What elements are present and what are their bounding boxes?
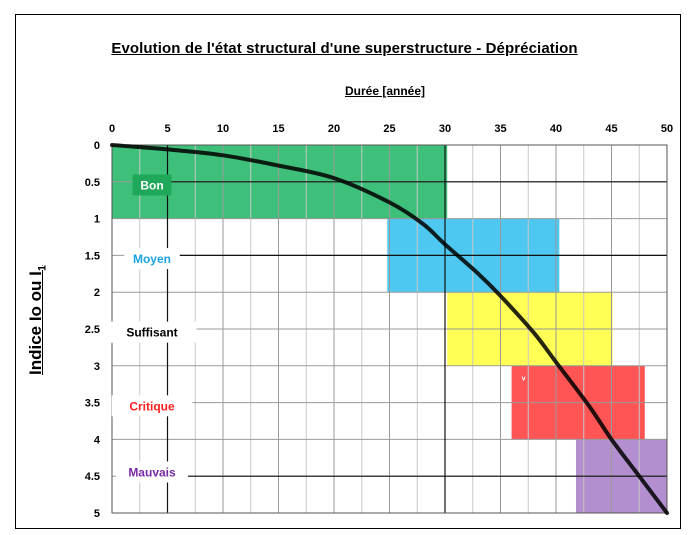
zone-label: Moyen bbox=[133, 252, 171, 266]
x-tick-label: 45 bbox=[605, 123, 617, 135]
zone-label-background bbox=[124, 248, 180, 270]
y-tick-label: 5 bbox=[94, 508, 100, 520]
annotation-label: v bbox=[522, 376, 526, 383]
zone-label-group: Critique bbox=[111, 395, 193, 417]
zone-label-group: Moyen bbox=[124, 248, 180, 270]
zone-label-group: Suffisant bbox=[107, 321, 197, 343]
x-tick-label: 35 bbox=[494, 123, 506, 135]
zone-label-group: Mauvais bbox=[115, 461, 189, 483]
x-tick-label: 0 bbox=[109, 123, 115, 135]
x-tick-label: 15 bbox=[272, 123, 284, 135]
zone-label-background bbox=[107, 321, 197, 343]
x-tick-label: 10 bbox=[217, 123, 229, 135]
x-axis-title: Durée [année] bbox=[344, 84, 426, 98]
y-tick-label: 3.5 bbox=[85, 398, 100, 410]
y-tick-label: 0 bbox=[94, 140, 100, 152]
zone-label-background bbox=[111, 395, 193, 417]
zone-label: Bon bbox=[140, 178, 163, 192]
y-tick-label: 1 bbox=[94, 214, 100, 226]
y-tick-label: 4.5 bbox=[85, 471, 100, 483]
x-tick-label: 50 bbox=[661, 123, 673, 135]
zone-label-background bbox=[115, 461, 189, 483]
y-tick-label: 4 bbox=[94, 434, 101, 446]
zone-label-background bbox=[132, 174, 172, 196]
zone-label: Critique bbox=[129, 399, 175, 413]
zone-label-group: Bon bbox=[132, 174, 172, 196]
chart-frame bbox=[15, 14, 681, 529]
series-line bbox=[110, 143, 669, 515]
x-tick-label: 30 bbox=[439, 123, 451, 135]
y-tick-label: 2 bbox=[94, 287, 100, 299]
y-tick-label: 2.5 bbox=[85, 324, 100, 336]
x-tick-label: 5 bbox=[164, 123, 170, 135]
zone-label: Suffisant bbox=[126, 326, 177, 340]
x-tick-label: 25 bbox=[383, 123, 395, 135]
y-tick-label: 1.5 bbox=[85, 250, 100, 262]
chart-title: Evolution de l'état structural d'une sup… bbox=[111, 40, 578, 57]
x-tick-label: 40 bbox=[550, 123, 562, 135]
y-tick-label: 0.5 bbox=[85, 177, 100, 189]
y-tick-label: 3 bbox=[94, 361, 100, 373]
zone-label: Mauvais bbox=[128, 466, 176, 480]
x-tick-label: 20 bbox=[328, 123, 340, 135]
